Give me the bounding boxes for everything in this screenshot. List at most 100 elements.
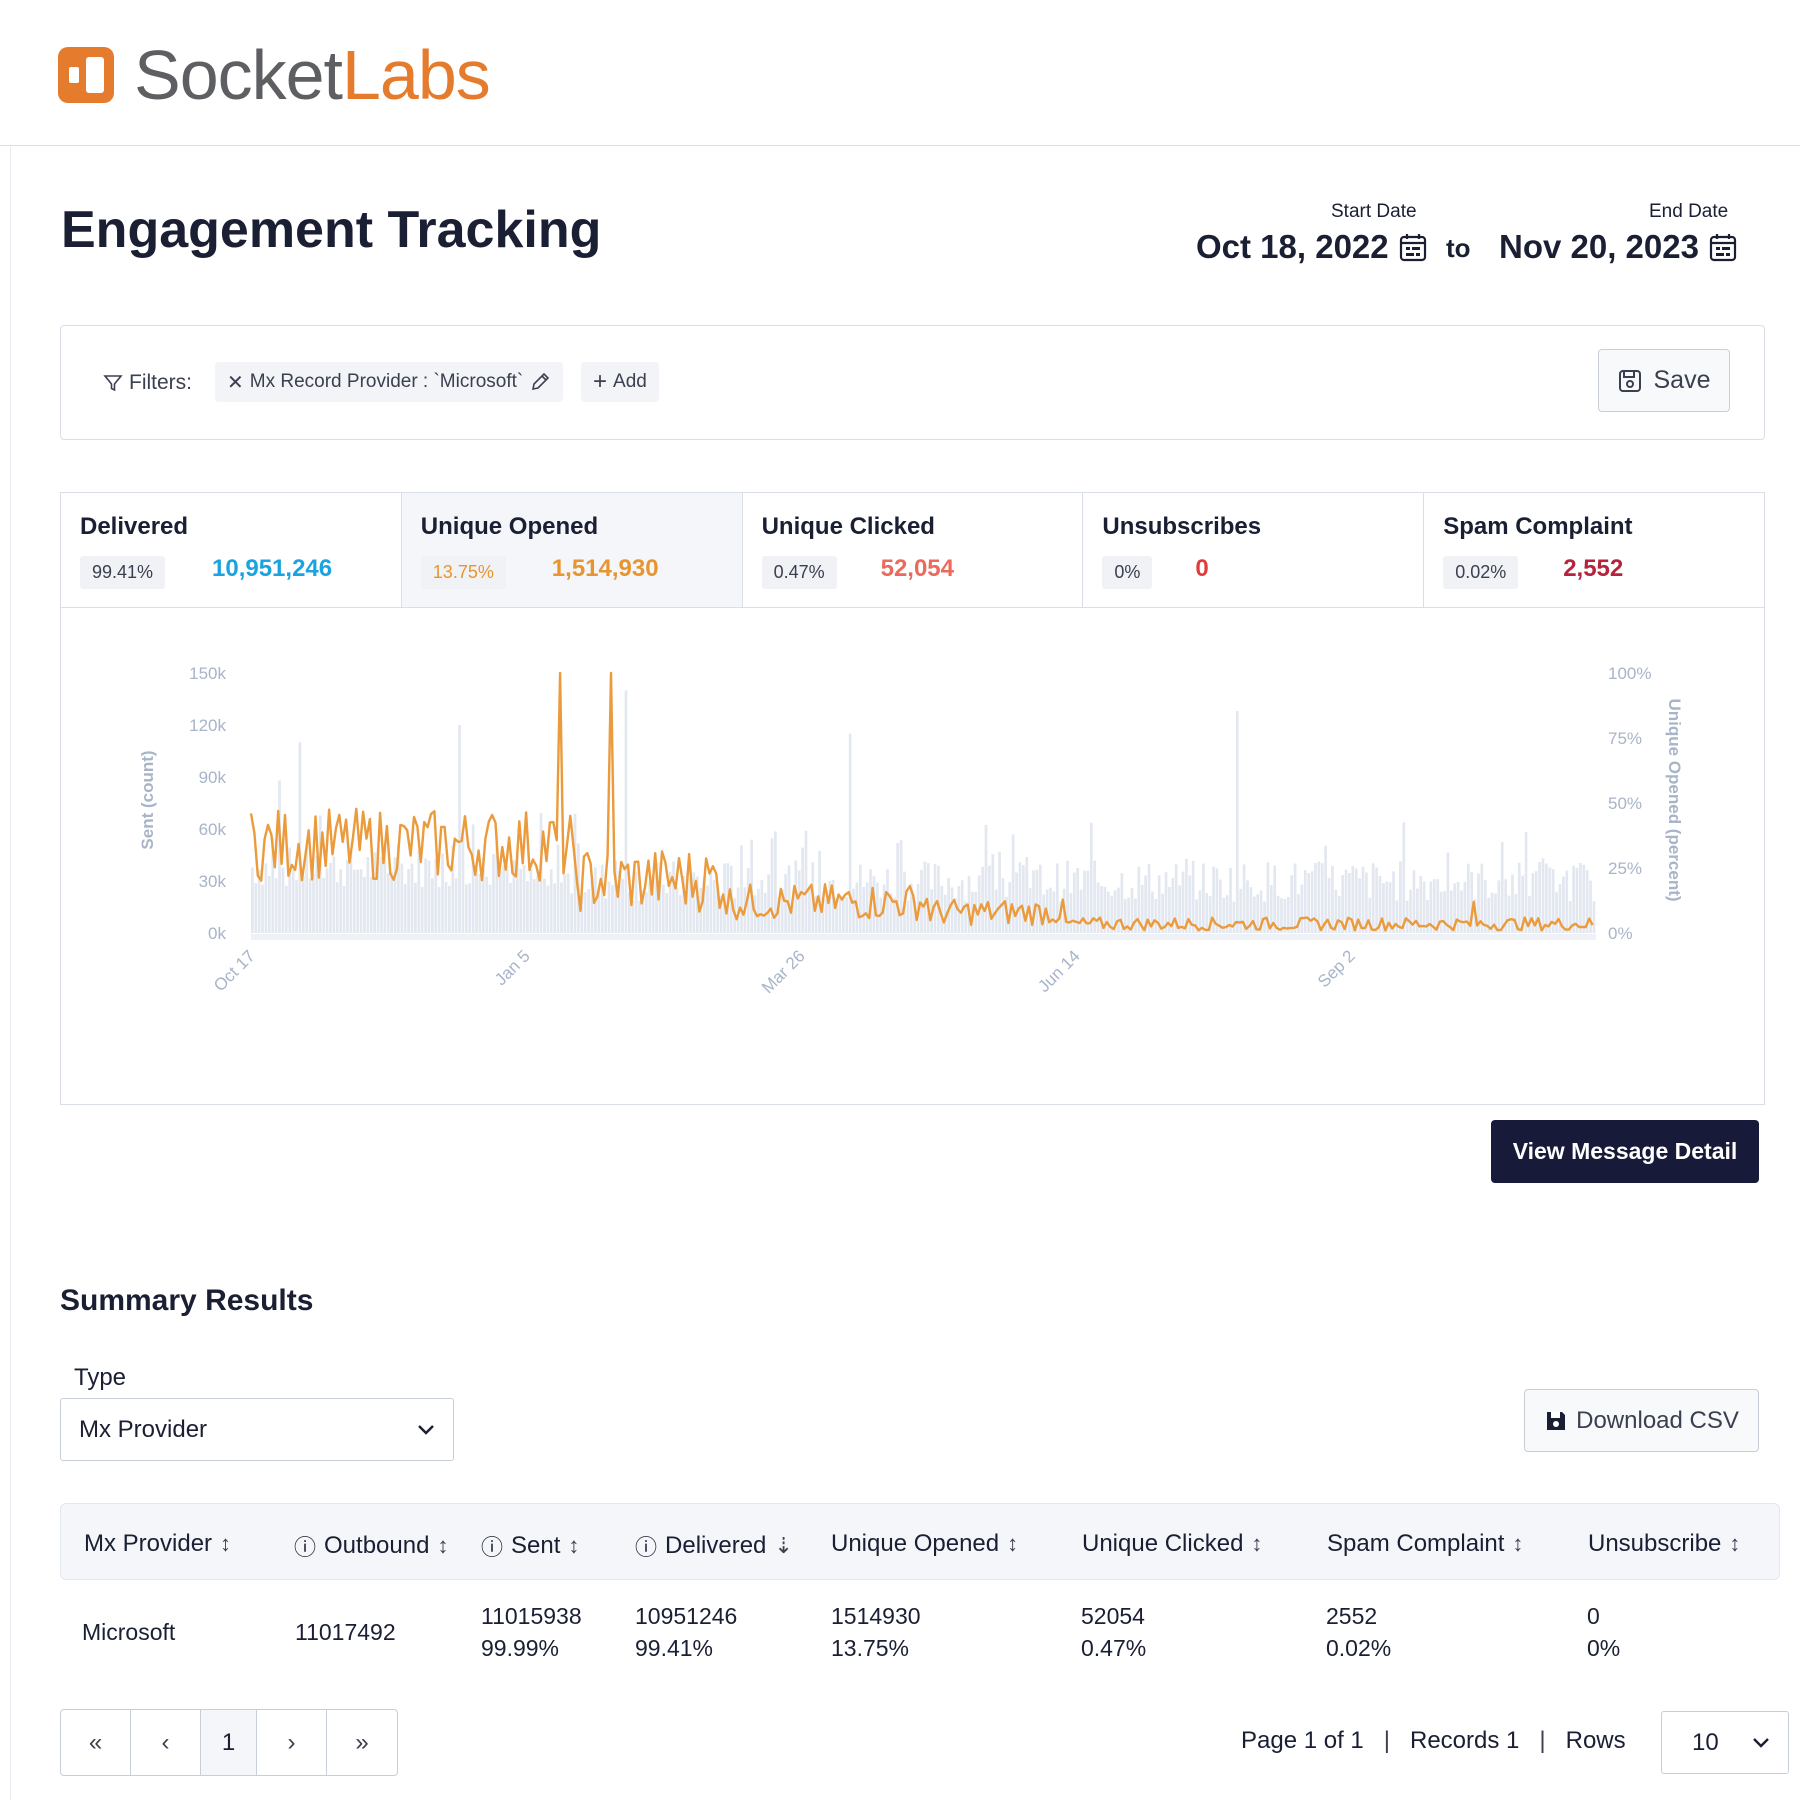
metric-unsubscribes[interactable]: Unsubscribes 0% 0	[1083, 493, 1425, 607]
sent-bar	[1392, 871, 1395, 933]
metric-unique-opened[interactable]: Unique Opened 13.75% 1,514,930	[401, 493, 743, 607]
sent-bar	[937, 865, 940, 933]
col-outbound[interactable]: ⓘ Outbound ↕	[294, 1530, 448, 1562]
sent-bar	[1466, 863, 1470, 933]
sent-bar	[505, 865, 509, 933]
metric-delivered[interactable]: Delivered 99.41% 10,951,246	[61, 493, 402, 607]
sent-bar	[988, 865, 991, 933]
cell-delivered-pct: 99.41%	[635, 1635, 714, 1661]
filter-chip-mx-provider[interactable]: ✕ Mx Record Provider : `Microsoft`	[215, 362, 564, 402]
socketlabs-logo[interactable]: SocketLabs	[56, 40, 491, 110]
metric-spam-complaint[interactable]: Spam Complaint 0.02% 2,552	[1424, 493, 1764, 607]
sent-bar	[346, 859, 349, 933]
sort-desc-icon[interactable]: ⇣	[774, 1533, 793, 1558]
sent-bar	[1368, 897, 1372, 933]
logo-text-socket: Socket	[134, 36, 343, 114]
sent-bar	[1252, 896, 1256, 933]
col-delivered[interactable]: ⓘ Delivered ⇣	[635, 1530, 793, 1562]
sent-bar	[1286, 897, 1290, 933]
sent-bar	[1426, 899, 1429, 933]
sort-icon[interactable]: ↕	[1729, 1531, 1741, 1556]
pencil-icon[interactable]	[529, 371, 551, 393]
end-date-label: End Date	[1649, 201, 1729, 222]
sent-bar	[380, 856, 383, 933]
col-unique-clicked[interactable]: Unique Clicked ↕	[1082, 1530, 1262, 1558]
sent-bar	[420, 886, 424, 933]
sent-bar	[692, 872, 696, 933]
sent-bar	[1422, 881, 1426, 933]
sent-bar	[1188, 875, 1192, 933]
sent-bar	[1249, 887, 1253, 933]
sent-bar	[261, 884, 264, 933]
sent-bar	[1463, 881, 1467, 933]
col-unsubscribe[interactable]: Unsubscribe ↕	[1588, 1530, 1740, 1558]
sort-icon[interactable]: ↕	[1512, 1531, 1524, 1556]
sent-bar	[325, 868, 329, 933]
sent-bar	[1449, 890, 1453, 933]
floppy-disk-icon	[1618, 369, 1641, 392]
sent-bar	[519, 868, 523, 933]
sent-bar	[1235, 711, 1239, 933]
x-tick-label: Jan 5	[491, 946, 534, 989]
sent-bar	[774, 831, 777, 933]
calendar-icon[interactable]	[1709, 232, 1737, 262]
view-message-detail-button[interactable]: View Message Detail	[1491, 1120, 1759, 1183]
page-number-button[interactable]: 1	[201, 1710, 257, 1775]
sent-bar	[359, 869, 363, 933]
sort-icon[interactable]: ↕	[1007, 1531, 1019, 1556]
sent-bar	[940, 885, 944, 933]
sent-bar	[1015, 872, 1018, 933]
start-date-picker[interactable]: Oct 18, 2022	[1196, 228, 1427, 266]
sort-icon[interactable]: ↕	[1251, 1531, 1263, 1556]
sent-bar	[1351, 866, 1355, 933]
y-tick-label: 30k	[199, 872, 227, 891]
metric-value: 10,951,246	[212, 555, 333, 582]
sent-bar	[1528, 896, 1531, 933]
calendar-icon[interactable]	[1399, 232, 1427, 262]
metric-percent: 99.41%	[80, 556, 166, 589]
col-mx-provider[interactable]: Mx Provider ↕	[84, 1530, 231, 1558]
help-icon[interactable]: ⓘ	[481, 1535, 504, 1560]
sent-bar	[909, 883, 913, 933]
sort-icon[interactable]: ↕	[568, 1533, 580, 1558]
sent-bar	[1018, 862, 1022, 933]
sort-icon[interactable]: ↕	[437, 1533, 449, 1558]
save-button[interactable]: Save	[1598, 349, 1730, 412]
next-page-button[interactable]: ›	[257, 1710, 327, 1775]
prev-page-button[interactable]: ‹	[131, 1710, 201, 1775]
col-sent[interactable]: ⓘ Sent ↕	[481, 1530, 579, 1562]
add-filter-button[interactable]: + Add	[581, 362, 659, 402]
sent-bar	[1443, 891, 1446, 933]
sent-bar	[1317, 861, 1321, 933]
sent-bar	[913, 901, 917, 933]
sent-bar	[458, 725, 461, 933]
sent-bar	[1246, 880, 1249, 933]
sent-bar	[485, 876, 489, 933]
page-title: Engagement Tracking	[61, 201, 602, 259]
help-icon[interactable]: ⓘ	[294, 1535, 317, 1560]
col-unique-opened[interactable]: Unique Opened ↕	[831, 1530, 1018, 1558]
last-page-button[interactable]: »	[355, 1728, 369, 1756]
sent-bar	[1538, 862, 1541, 933]
sort-icon[interactable]: ↕	[220, 1531, 232, 1556]
sent-bar	[651, 875, 655, 933]
download-csv-button[interactable]: Download CSV	[1524, 1389, 1759, 1452]
close-icon[interactable]: ✕	[227, 371, 244, 394]
sent-bar	[386, 873, 390, 933]
col-spam-complaint[interactable]: Spam Complaint ↕	[1327, 1530, 1523, 1558]
rows-per-page-select[interactable]: 10	[1661, 1711, 1789, 1774]
help-icon[interactable]: ⓘ	[635, 1535, 658, 1560]
sent-bar	[1154, 899, 1158, 933]
first-page-button[interactable]: «	[61, 1710, 131, 1775]
metric-percent: 13.75%	[420, 556, 506, 589]
start-date-label: Start Date	[1331, 201, 1417, 222]
sent-bar	[407, 868, 410, 933]
sent-bar	[1283, 898, 1287, 933]
metric-unique-clicked[interactable]: Unique Clicked 0.47% 52,054	[743, 493, 1084, 607]
sent-bar	[339, 869, 343, 933]
sent-bar	[1239, 888, 1243, 933]
sent-bar	[1147, 863, 1151, 933]
type-select[interactable]: Mx Provider	[60, 1398, 454, 1461]
type-select-value: Mx Provider	[79, 1415, 208, 1443]
end-date-picker[interactable]: Nov 20, 2023	[1499, 228, 1737, 266]
